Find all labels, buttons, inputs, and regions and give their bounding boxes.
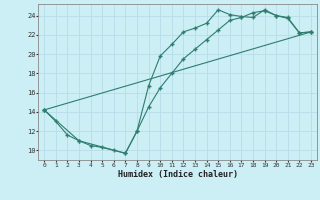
X-axis label: Humidex (Indice chaleur): Humidex (Indice chaleur) — [118, 170, 238, 179]
